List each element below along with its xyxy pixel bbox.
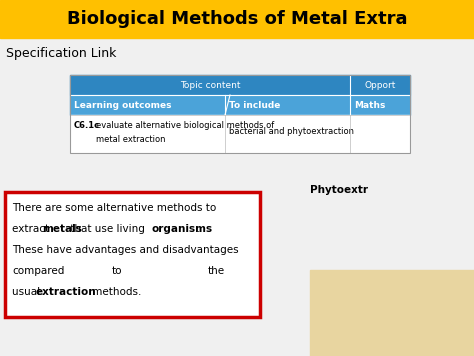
Text: extract: extract — [12, 224, 52, 234]
Bar — [70, 75, 410, 95]
Text: usual: usual — [12, 287, 44, 297]
Text: Topic content: Topic content — [180, 80, 240, 89]
Text: metal extraction: metal extraction — [96, 135, 165, 143]
Text: Learning outcomes: Learning outcomes — [74, 100, 172, 110]
Text: There are some alternative methods to: There are some alternative methods to — [12, 203, 216, 213]
Text: Phytoextr: Phytoextr — [310, 185, 368, 195]
Text: extraction: extraction — [36, 287, 97, 297]
Text: evaluate alternative biological methods of: evaluate alternative biological methods … — [96, 121, 274, 131]
Text: Biological Methods of Metal Extra: Biological Methods of Metal Extra — [67, 10, 407, 28]
Text: bacterial and phytoextraction: bacterial and phytoextraction — [229, 127, 354, 136]
Text: that use living: that use living — [67, 224, 148, 234]
Text: to: to — [112, 266, 122, 276]
Text: C6.1c: C6.1c — [74, 121, 100, 131]
Text: These have advantages and disadvantages: These have advantages and disadvantages — [12, 245, 238, 255]
Bar — [70, 95, 410, 115]
Text: organisms: organisms — [152, 224, 213, 234]
Bar — [0, 0, 474, 38]
Text: the: the — [208, 266, 225, 276]
Bar — [5, 192, 260, 317]
Text: Maths: Maths — [354, 100, 385, 110]
Bar — [70, 115, 410, 153]
Text: compared: compared — [12, 266, 64, 276]
Text: Opport: Opport — [365, 80, 396, 89]
Text: metals: metals — [42, 224, 82, 234]
Bar — [70, 75, 410, 153]
Text: Specification Link: Specification Link — [6, 47, 117, 59]
Text: .: . — [197, 224, 201, 234]
Text: To include: To include — [229, 100, 281, 110]
Bar — [310, 270, 474, 356]
Text: methods.: methods. — [89, 287, 141, 297]
